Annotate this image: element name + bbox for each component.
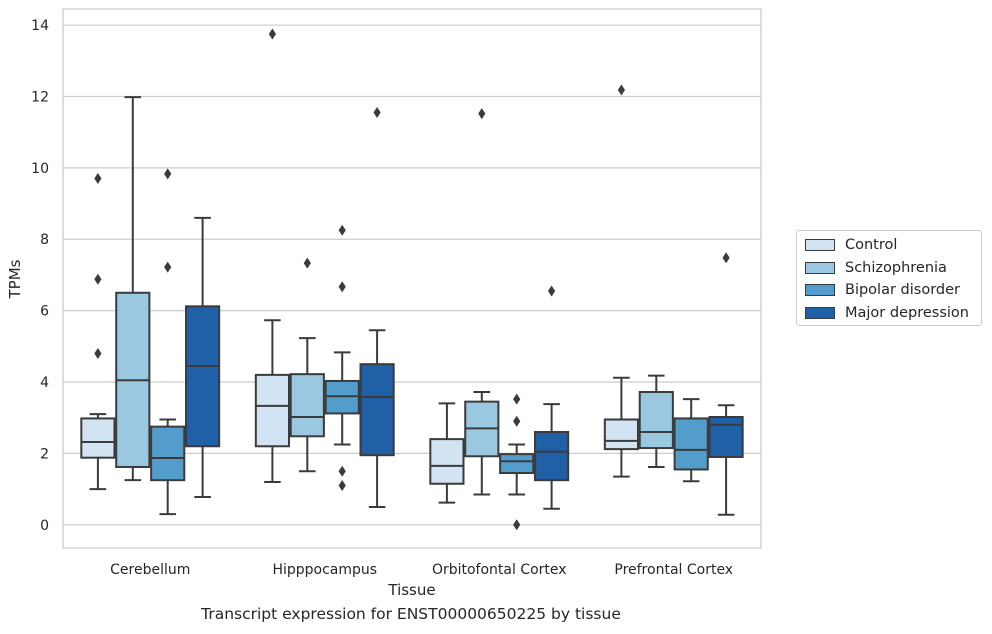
x-tick-label: Prefrontal Cortex bbox=[614, 562, 733, 578]
x-tick-label: Hipppocampus bbox=[272, 562, 377, 578]
box-major-depression bbox=[708, 252, 744, 516]
legend-label: Schizophrenia bbox=[845, 259, 947, 276]
box-control bbox=[254, 28, 290, 483]
y-tick-label: 2 bbox=[40, 446, 49, 462]
box-schizophrenia bbox=[289, 257, 325, 473]
iqr-box bbox=[254, 373, 290, 448]
legend-item: Bipolar disorder bbox=[805, 280, 960, 300]
outlier-point bbox=[478, 108, 486, 120]
box-control bbox=[80, 173, 116, 491]
iqr-box bbox=[638, 391, 674, 450]
outlier-point bbox=[548, 285, 556, 297]
box-bipolar-disorder bbox=[150, 168, 186, 516]
x-axis-label: Tissue bbox=[387, 581, 435, 599]
iqr-box bbox=[150, 425, 186, 482]
plot-area-frame bbox=[62, 8, 762, 549]
outlier-point bbox=[94, 273, 102, 285]
outlier-point bbox=[338, 465, 346, 477]
outlier-point bbox=[94, 347, 102, 359]
y-tick-label: 6 bbox=[40, 304, 49, 320]
outlier-point bbox=[94, 173, 102, 185]
legend-swatch bbox=[805, 306, 835, 319]
y-tick-label: 0 bbox=[40, 518, 49, 534]
legend: Control Schizophrenia Bipolar disorder Majo… bbox=[796, 230, 982, 326]
outlier-point bbox=[268, 28, 276, 40]
box-major-depression bbox=[185, 216, 221, 498]
iqr-box bbox=[673, 417, 709, 471]
iqr-box bbox=[185, 305, 221, 448]
box-schizophrenia bbox=[115, 96, 151, 482]
outlier-point bbox=[722, 252, 730, 264]
y-tick-labels: 0 2 4 6 8 10 12 14 bbox=[31, 18, 49, 534]
box-major-depression bbox=[534, 285, 570, 510]
outlier-point bbox=[513, 415, 521, 427]
box-schizophrenia bbox=[638, 374, 674, 468]
outlier-point bbox=[338, 281, 346, 293]
box-bipolar-disorder bbox=[324, 224, 360, 492]
box-bipolar-disorder bbox=[499, 393, 535, 531]
outlier-point bbox=[513, 393, 521, 405]
y-tick-label: 14 bbox=[31, 18, 49, 34]
box-major-depression bbox=[359, 107, 395, 508]
iqr-box bbox=[534, 430, 570, 482]
iqr-box bbox=[499, 453, 535, 475]
y-tick-label: 12 bbox=[31, 89, 49, 105]
iqr-box bbox=[708, 415, 744, 458]
iqr-box bbox=[603, 418, 639, 451]
legend-item: Major depression bbox=[805, 303, 969, 323]
outlier-point bbox=[373, 107, 381, 119]
outlier-point bbox=[164, 261, 172, 273]
outlier-point bbox=[513, 519, 521, 531]
iqr-box bbox=[80, 417, 116, 459]
box-control bbox=[429, 402, 465, 504]
x-tick-label: Orbitofontal Cortex bbox=[432, 562, 567, 578]
y-tick-label: 8 bbox=[40, 232, 49, 248]
box-schizophrenia bbox=[464, 108, 500, 496]
outlier-point bbox=[617, 84, 625, 96]
box-series bbox=[80, 28, 744, 531]
legend-label: Major depression bbox=[845, 304, 969, 321]
legend-swatch bbox=[805, 239, 835, 251]
y-axis-label: TPMs bbox=[6, 259, 24, 299]
y-tick-label: 10 bbox=[31, 161, 49, 177]
box-control bbox=[603, 84, 639, 478]
outlier-point bbox=[303, 257, 311, 269]
legend-item: Control bbox=[805, 235, 897, 255]
y-tick-label: 4 bbox=[40, 375, 49, 391]
iqr-box bbox=[359, 363, 395, 457]
legend-label: Control bbox=[845, 237, 898, 253]
legend-swatch bbox=[805, 261, 835, 274]
legend-item: Schizophrenia bbox=[805, 258, 947, 278]
iqr-box bbox=[289, 373, 325, 438]
iqr-box bbox=[429, 438, 465, 485]
chart-caption: Transcript expression for ENST0000065022… bbox=[201, 605, 621, 623]
box-bipolar-disorder bbox=[673, 398, 709, 483]
outlier-point bbox=[338, 224, 346, 236]
legend-swatch bbox=[805, 284, 835, 296]
x-tick-label: Cerebellum bbox=[110, 562, 190, 578]
outlier-point bbox=[164, 168, 172, 180]
x-tick-labels: Cerebellum Hipppocampus Orbitofontal Corte… bbox=[110, 562, 733, 578]
legend-label: Bipolar disorder bbox=[845, 282, 960, 298]
outlier-point bbox=[338, 480, 346, 492]
